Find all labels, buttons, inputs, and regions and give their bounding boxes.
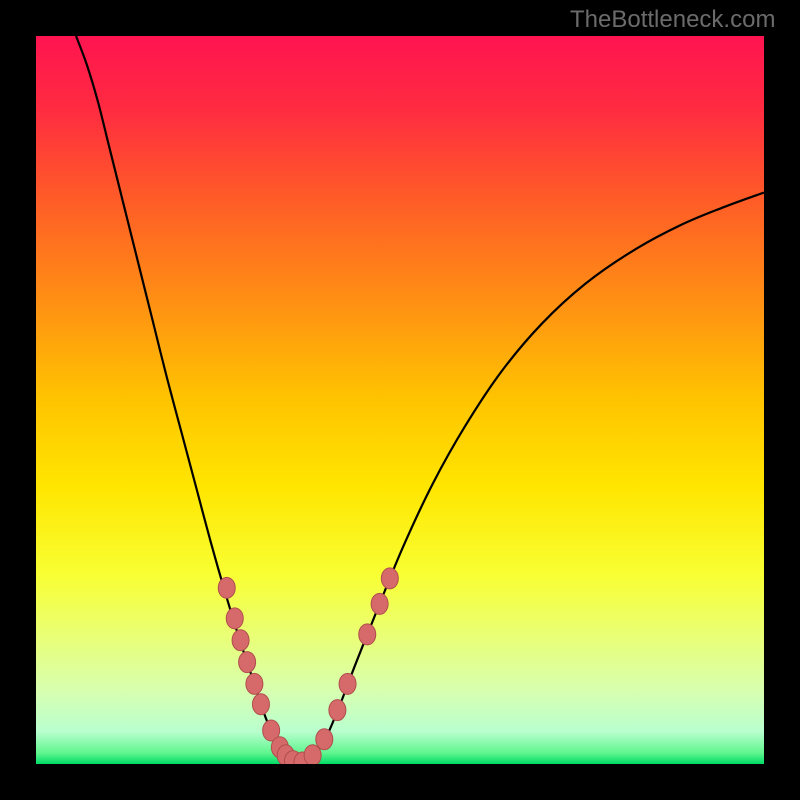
gradient-background xyxy=(36,36,764,764)
marker-dot xyxy=(232,630,249,651)
watermark-text: TheBottleneck.com xyxy=(570,6,775,34)
chart-frame: TheBottleneck.com xyxy=(0,0,800,800)
marker-dot xyxy=(339,673,356,694)
marker-dot xyxy=(381,568,398,589)
plot-area xyxy=(36,36,764,764)
marker-dot xyxy=(226,608,243,629)
marker-dot xyxy=(239,652,256,673)
marker-dot xyxy=(218,577,235,598)
marker-dot xyxy=(252,694,269,715)
marker-dot xyxy=(316,729,333,750)
marker-dot xyxy=(329,700,346,721)
marker-dot xyxy=(359,624,376,645)
plot-svg xyxy=(36,36,764,764)
marker-dot xyxy=(246,673,263,694)
marker-dot xyxy=(371,593,388,614)
